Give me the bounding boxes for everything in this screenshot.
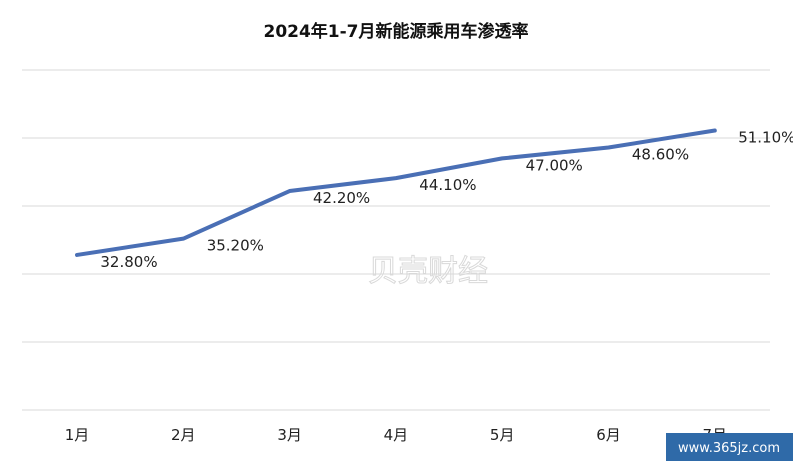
data-label: 42.20% xyxy=(313,189,370,207)
x-tick-label: 5月 xyxy=(490,426,515,444)
site-badge-text: www.365jz.com xyxy=(678,441,780,456)
x-tick-label: 6月 xyxy=(596,426,621,444)
x-tick-label: 3月 xyxy=(277,426,302,444)
data-label: 48.60% xyxy=(632,146,689,164)
gridlines xyxy=(22,69,770,411)
data-label: 44.10% xyxy=(419,176,476,194)
x-tick-label: 4月 xyxy=(384,426,409,444)
series-line xyxy=(75,128,717,257)
data-label: 47.00% xyxy=(526,156,583,174)
data-label: 35.20% xyxy=(207,237,264,255)
x-tick-label: 2月 xyxy=(171,426,196,444)
data-label: 51.10% xyxy=(738,129,793,147)
watermark: 贝壳财经 xyxy=(368,254,488,289)
x-tick-label: 1月 xyxy=(65,426,90,444)
data-label: 32.80% xyxy=(100,253,157,271)
chart-title: 2024年1-7月新能源乘用车渗透率 xyxy=(263,21,528,42)
series-group: 32.80% 35.20% 42.20% 44.10% 47.00% 48.60% 51.1… xyxy=(75,128,793,271)
site-badge: www.365jz.com xyxy=(666,433,793,461)
site-badge-background xyxy=(666,433,793,461)
